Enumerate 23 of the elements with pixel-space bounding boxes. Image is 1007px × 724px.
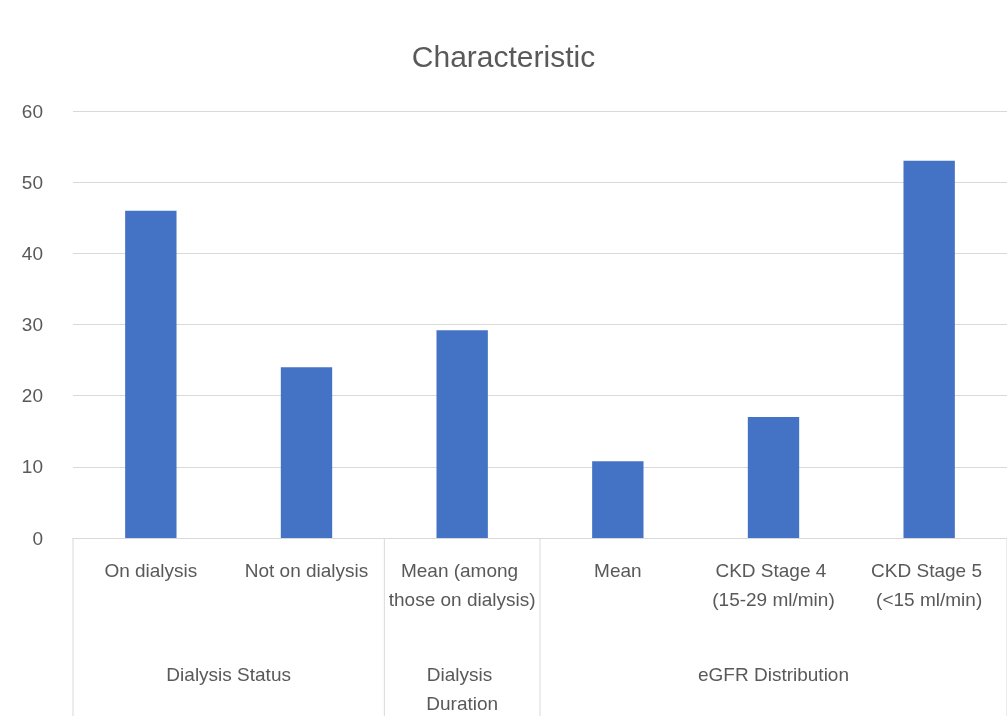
bar	[592, 461, 644, 538]
text: eGFR Distribution	[698, 664, 849, 685]
bar	[747, 417, 800, 538]
y-tick-label: 60	[21, 100, 43, 122]
y-tick-label: 10	[21, 456, 43, 478]
x-tick-label: Mean	[594, 560, 642, 581]
bar	[280, 367, 333, 538]
x-tick-label: Mean (among those on dialysis)	[388, 560, 536, 610]
y-tick-label: 30	[21, 314, 43, 335]
x-tick-label: On dialysis	[104, 560, 198, 581]
y-tick-label: 20	[21, 385, 43, 407]
chart-title: Characteristic	[411, 39, 596, 73]
text: Dialysis Status	[166, 664, 291, 685]
y-tick-label: 0	[32, 527, 43, 549]
x-tick-label: Not on dialysis	[244, 560, 369, 581]
bar	[903, 160, 955, 538]
bar	[436, 330, 488, 538]
bar	[125, 210, 177, 538]
x-tick-label: CKD Stage 4 (15-29 ml/min)	[712, 560, 835, 610]
x-tick-label: CKD Stage 5 (<15 ml/min)	[871, 560, 988, 610]
y-tick-label: 40	[21, 242, 43, 264]
text: Dialysis Duration	[426, 664, 499, 714]
y-tick-label: 50	[21, 171, 43, 193]
